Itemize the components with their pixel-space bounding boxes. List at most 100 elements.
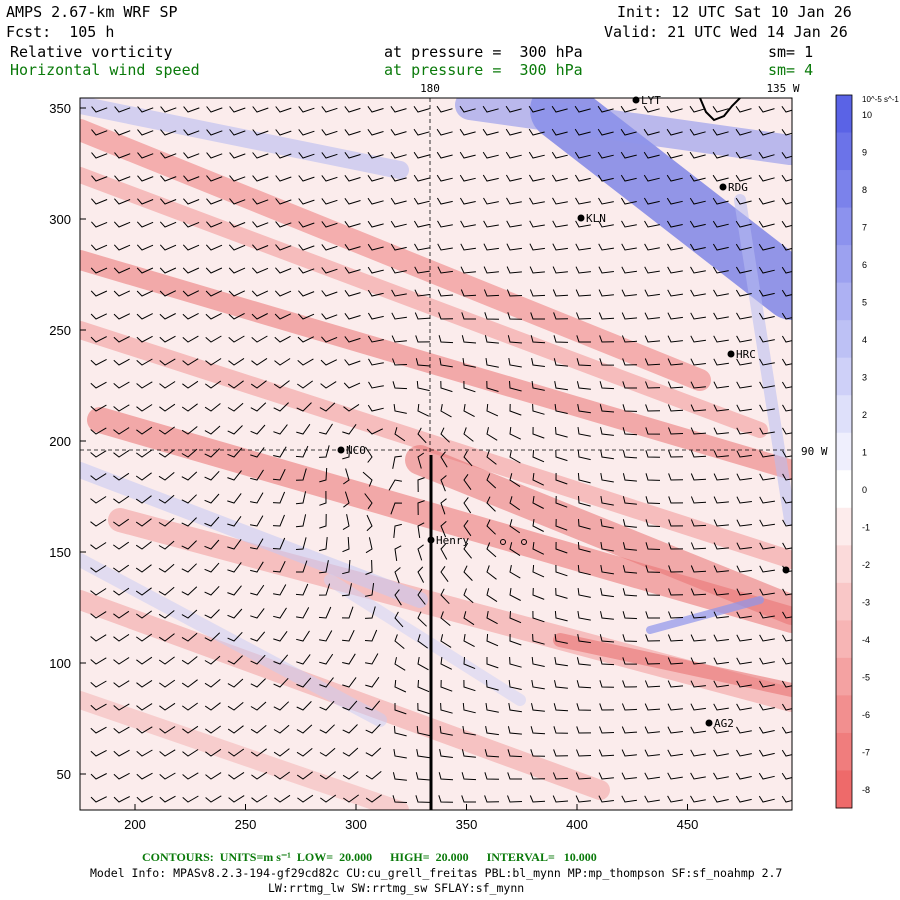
wind-barb [437,289,454,297]
wind-barb [621,335,638,343]
wind-barb [713,588,729,596]
wind-barb [414,243,430,251]
wind-barb [644,726,660,734]
vorticity-band-positive [80,462,428,608]
colorbar-label: -6 [862,710,870,720]
wind-barb [508,358,522,368]
wind-barb [690,795,706,803]
wind-barb [113,518,130,527]
wind-barb [90,657,107,665]
field2-smooth: sm= 4 [768,61,814,79]
wind-barb [667,289,683,297]
wind-barb [417,588,426,605]
wind-barb [394,679,407,693]
wind-barb [295,514,307,528]
wind-barb [667,680,684,688]
wind-barb [530,726,546,735]
wind-barb [622,611,638,620]
wind-barb [552,772,569,780]
wind-barb [643,128,660,136]
wind-barb [621,220,637,228]
wind-barb [417,611,427,627]
wind-barb [553,703,569,712]
wind-barb [622,565,638,574]
wind-barb [690,266,706,274]
wind-barb [667,657,684,665]
wind-barb [463,588,474,604]
wind-barb [417,702,430,715]
wind-barb [759,542,775,550]
wind-barb [622,358,638,366]
wind-barb [759,404,775,412]
wind-barb [440,611,451,626]
wind-barb [532,610,545,623]
wind-barb [736,312,752,320]
wind-barb [644,358,661,366]
wind-barb [575,795,591,803]
wind-barb [532,633,545,645]
wind-barb [578,518,591,530]
wind-barb [205,312,222,320]
wind-barb [532,496,544,509]
wind-barb [781,335,792,343]
wind-barb [344,244,361,251]
wind-barb [782,611,792,619]
wind-barb [321,267,338,274]
wind-barb [275,129,292,136]
wind-barb [319,700,335,711]
wind-barb [598,749,615,757]
wind-barb [781,749,792,757]
wind-barb [440,427,450,443]
wind-barb [227,655,243,665]
wind-barb [759,450,775,458]
wind-barb [183,106,200,113]
colorbar-label: 6 [862,260,867,270]
wind-barb [736,381,752,389]
wind-barb [250,678,266,688]
wind-barb [367,106,384,113]
wind-barb [367,266,384,274]
wind-barb [113,495,130,504]
wind-barb [759,634,775,642]
wind-barb [690,404,707,412]
wind-barb [530,312,545,320]
wind-barb [463,520,472,537]
wind-barb [113,726,130,734]
wind-barb [622,381,637,389]
wind-barb [296,724,313,734]
wind-barb [689,243,706,251]
wind-barb [275,198,292,205]
wind-barb [712,795,729,803]
wind-barb [551,151,568,159]
wind-barb [113,680,130,688]
wind-barb [690,772,706,780]
wind-barb [228,335,245,343]
wind-barb [644,266,660,274]
wind-barb [781,703,792,711]
wind-barb [555,564,568,577]
wind-barb [272,537,286,550]
wind-barb [690,381,706,389]
wind-barb [552,289,569,297]
x-tick-label: 350 [456,817,478,832]
wind-barb [484,749,500,758]
wind-barb [417,427,427,444]
wind-barb [781,772,792,780]
wind-barb [689,174,706,182]
wind-barb [577,588,591,598]
wind-barb [159,403,176,412]
wind-barb [622,450,638,459]
vorticity-field [80,98,792,810]
wind-barb [90,749,107,757]
wind-barb [364,606,376,619]
wind-barb [250,515,264,527]
wind-barb [137,129,154,136]
wind-barb [689,220,706,228]
y-tick-label: 200 [49,434,71,449]
wind-barb [272,491,286,504]
wind-barb [528,128,545,136]
wind-barb [668,542,684,550]
wind-barb [390,243,407,251]
wind-barb [366,428,384,435]
wind-barb [484,772,500,780]
